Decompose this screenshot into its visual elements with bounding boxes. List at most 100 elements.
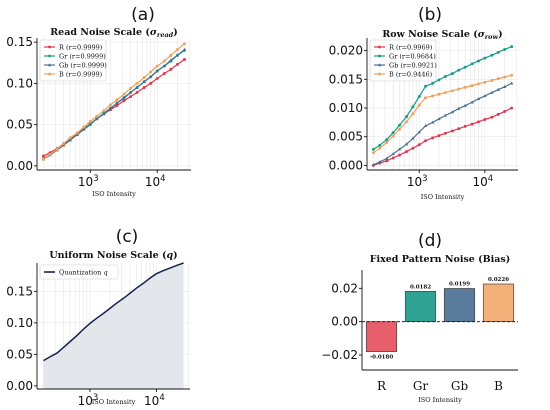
data-point [88, 119, 92, 123]
panel-label: (d) [418, 231, 442, 251]
data-point [82, 127, 86, 131]
data-point [102, 109, 106, 113]
legend-label: R (r=0.9999) [59, 43, 103, 51]
data-point [437, 134, 441, 138]
panel-d: -0.0180 R 0.0182 Gr 0.0199 Gb 0.0226 B −0.02 0.00… [321, 270, 518, 404]
data-point [371, 147, 375, 151]
data-point [424, 96, 428, 100]
data-point [397, 147, 402, 151]
chart-title: Row Noise Scale (σrow) [382, 29, 502, 41]
series-line [43, 43, 185, 160]
data-point [496, 77, 500, 81]
legend-marker [377, 63, 382, 67]
data-point [142, 76, 146, 80]
data-point [417, 95, 421, 98]
panel-b: 0.000 0.005 0.010 0.015 0.020 103 104 ISO Inten… [329, 38, 518, 201]
data-point [405, 150, 408, 154]
data-point [155, 64, 159, 68]
data-point [162, 72, 166, 75]
data-point [378, 143, 382, 147]
data-point [115, 104, 119, 108]
y-tick-label: 0.05 [6, 118, 33, 132]
panel-c-title: Uniform Noise Scale (q) [49, 250, 177, 261]
data-point [443, 131, 447, 135]
data-point [490, 115, 494, 119]
series-line [373, 107, 512, 166]
y-tick-label: 0.010 [329, 101, 363, 115]
data-point [183, 58, 186, 61]
data-point [88, 122, 92, 126]
area-fill [43, 263, 184, 389]
bar-b: 0.0226 [482, 277, 515, 323]
data-point [162, 59, 166, 63]
legend: R (r=0.9999)Gr (r=0.9999)Gb (r=0.9999)B … [39, 39, 107, 82]
y-tick-label: 0.00 [331, 315, 358, 329]
data-point [423, 124, 428, 128]
data-point [443, 91, 447, 94]
legend-label: B (r=0.9999) [59, 70, 103, 78]
x-tick-label: B [494, 379, 503, 393]
data-point [102, 112, 106, 116]
data-point [155, 76, 159, 80]
data-point [391, 131, 395, 135]
data-point [496, 112, 500, 116]
data-point [75, 131, 79, 135]
data-point [169, 58, 173, 62]
y-tick-label: 0.020 [329, 44, 363, 58]
x-tick-label: Gr [413, 379, 429, 393]
data-point [398, 127, 401, 131]
data-point [149, 81, 153, 85]
data-point [175, 53, 180, 57]
data-point [430, 120, 435, 124]
y-tick-label: 0.00 [6, 159, 33, 173]
data-point [378, 146, 382, 150]
data-point [470, 100, 474, 104]
data-point [411, 146, 415, 150]
data-point [470, 122, 474, 126]
legend-marker [48, 72, 51, 76]
x-axis-label: ISO Intensity [92, 190, 136, 198]
legend-label: Gb (r=0.9921) [389, 61, 437, 69]
y-tick-label: 0.15 [6, 284, 33, 298]
legend-entry: R (r=0.9969) [374, 43, 433, 51]
panel-a-title: Read Noise Scale (σread) [50, 27, 177, 39]
data-point [417, 143, 421, 147]
bar-gb: 0.0199 [443, 282, 476, 323]
bar-value-label: 0.0199 [449, 282, 470, 288]
data-point [391, 152, 395, 156]
data-point [122, 96, 126, 100]
x-tick-label: 104 [145, 174, 166, 189]
data-point [503, 75, 507, 79]
data-point [490, 79, 494, 82]
legend-label: B (r=0.9446) [389, 70, 433, 78]
series-line [373, 46, 512, 150]
data-point [411, 112, 415, 116]
series-line [43, 262, 184, 362]
data-point [437, 78, 441, 82]
data-point [385, 138, 389, 142]
bar-r: -0.0180 [365, 321, 398, 361]
data-point [463, 103, 467, 107]
data-point [135, 85, 139, 89]
data-point [108, 103, 112, 107]
data-point [477, 120, 480, 124]
bar-rect [365, 321, 398, 353]
data-point [42, 154, 45, 158]
data-point [490, 90, 494, 94]
data-point [483, 56, 487, 60]
x-tick-label: 104 [144, 393, 165, 408]
data-point [470, 84, 474, 88]
data-point [122, 92, 126, 96]
data-point [476, 97, 481, 101]
legend-entry: R (r=0.9999) [44, 43, 103, 51]
data-point [142, 86, 146, 89]
data-point [477, 59, 480, 63]
bar-value-label: 0.0182 [410, 284, 431, 290]
bar-rect [482, 283, 515, 323]
y-tick-label: 0.05 [6, 347, 33, 361]
legend-box [39, 264, 119, 280]
data-point [470, 62, 474, 66]
data-point [371, 163, 376, 167]
series-b [42, 42, 186, 161]
bar-gr: 0.0182 [404, 284, 437, 323]
